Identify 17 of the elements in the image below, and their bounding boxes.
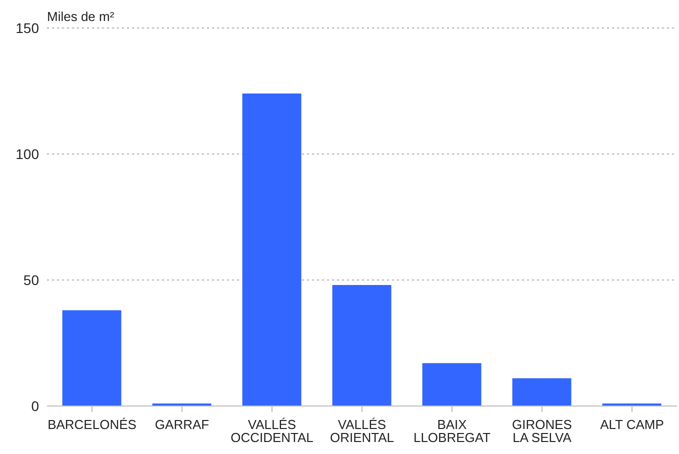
bar bbox=[242, 94, 302, 406]
bar bbox=[512, 378, 572, 406]
bar bbox=[62, 310, 122, 406]
y-tick-label: 150 bbox=[16, 20, 40, 36]
y-tick-label: 0 bbox=[31, 398, 40, 414]
bar bbox=[422, 363, 482, 406]
x-tick-label: VALLÉS OCCIDENTAL bbox=[230, 417, 314, 446]
x-tick-label: ALT CAMP bbox=[600, 417, 664, 432]
y-axis-title: Miles de m² bbox=[47, 9, 114, 24]
x-tick-label: BAIX LLOBREGAT bbox=[413, 417, 491, 446]
x-tick-label: GARRAF bbox=[154, 417, 210, 432]
x-tick-label: VALLÉS ORIENTAL bbox=[330, 417, 394, 446]
y-tick-label: 50 bbox=[23, 272, 40, 288]
x-tick-label: GIRONES LA SELVA bbox=[512, 417, 572, 446]
y-tick-label: 100 bbox=[16, 146, 40, 162]
bar bbox=[332, 285, 392, 406]
x-tick-label: BARCELONÉS bbox=[48, 417, 137, 432]
